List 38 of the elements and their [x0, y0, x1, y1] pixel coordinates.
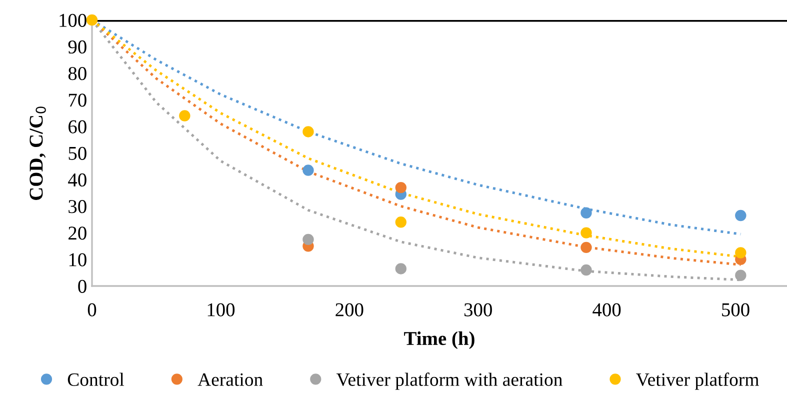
x-tick-label: 200: [336, 303, 364, 316]
point: [580, 227, 592, 238]
point: [302, 126, 314, 138]
x-tick-label: 300: [464, 303, 492, 316]
y-tick-label: 80: [68, 67, 86, 80]
y-tick-label: 0: [78, 280, 86, 293]
point: [302, 234, 314, 246]
point: [395, 216, 406, 228]
y-tick-label: 10: [69, 253, 86, 266]
point: [580, 242, 592, 254]
legend-label: Aeration: [198, 373, 263, 386]
legend-label: Vetiver platform: [636, 372, 759, 390]
point: [395, 182, 406, 194]
y-tick-label: 90: [68, 40, 86, 54]
y-axis-title: COD, C/C$_{0}$: [30, 106, 46, 200]
x-tick-label: 400: [592, 303, 621, 316]
point: [302, 164, 314, 176]
point: [580, 207, 592, 218]
point: [735, 210, 746, 222]
point: [735, 270, 746, 281]
point: [86, 14, 98, 26]
y-tick-label: 30: [68, 200, 86, 214]
x-tick-label: 500: [722, 303, 750, 316]
point: [179, 110, 190, 122]
y-tick-label: 70: [68, 94, 86, 107]
point: [580, 264, 592, 276]
legend-label: Control: [68, 372, 124, 386]
y-tick-label: 50: [68, 146, 86, 160]
y-tick-label: 20: [68, 226, 86, 240]
x-tick-label: 0: [88, 303, 96, 316]
x-axis-title: Time (h): [404, 331, 474, 350]
y-tick-label: 40: [68, 173, 86, 187]
point: [395, 263, 406, 274]
legend-label: Vetiver platform with aeration: [336, 372, 562, 390]
y-tick-label: 100: [60, 14, 86, 27]
point: [735, 247, 746, 258]
x-tick-label: 100: [208, 303, 235, 316]
y-tick-label: 60: [68, 120, 86, 134]
